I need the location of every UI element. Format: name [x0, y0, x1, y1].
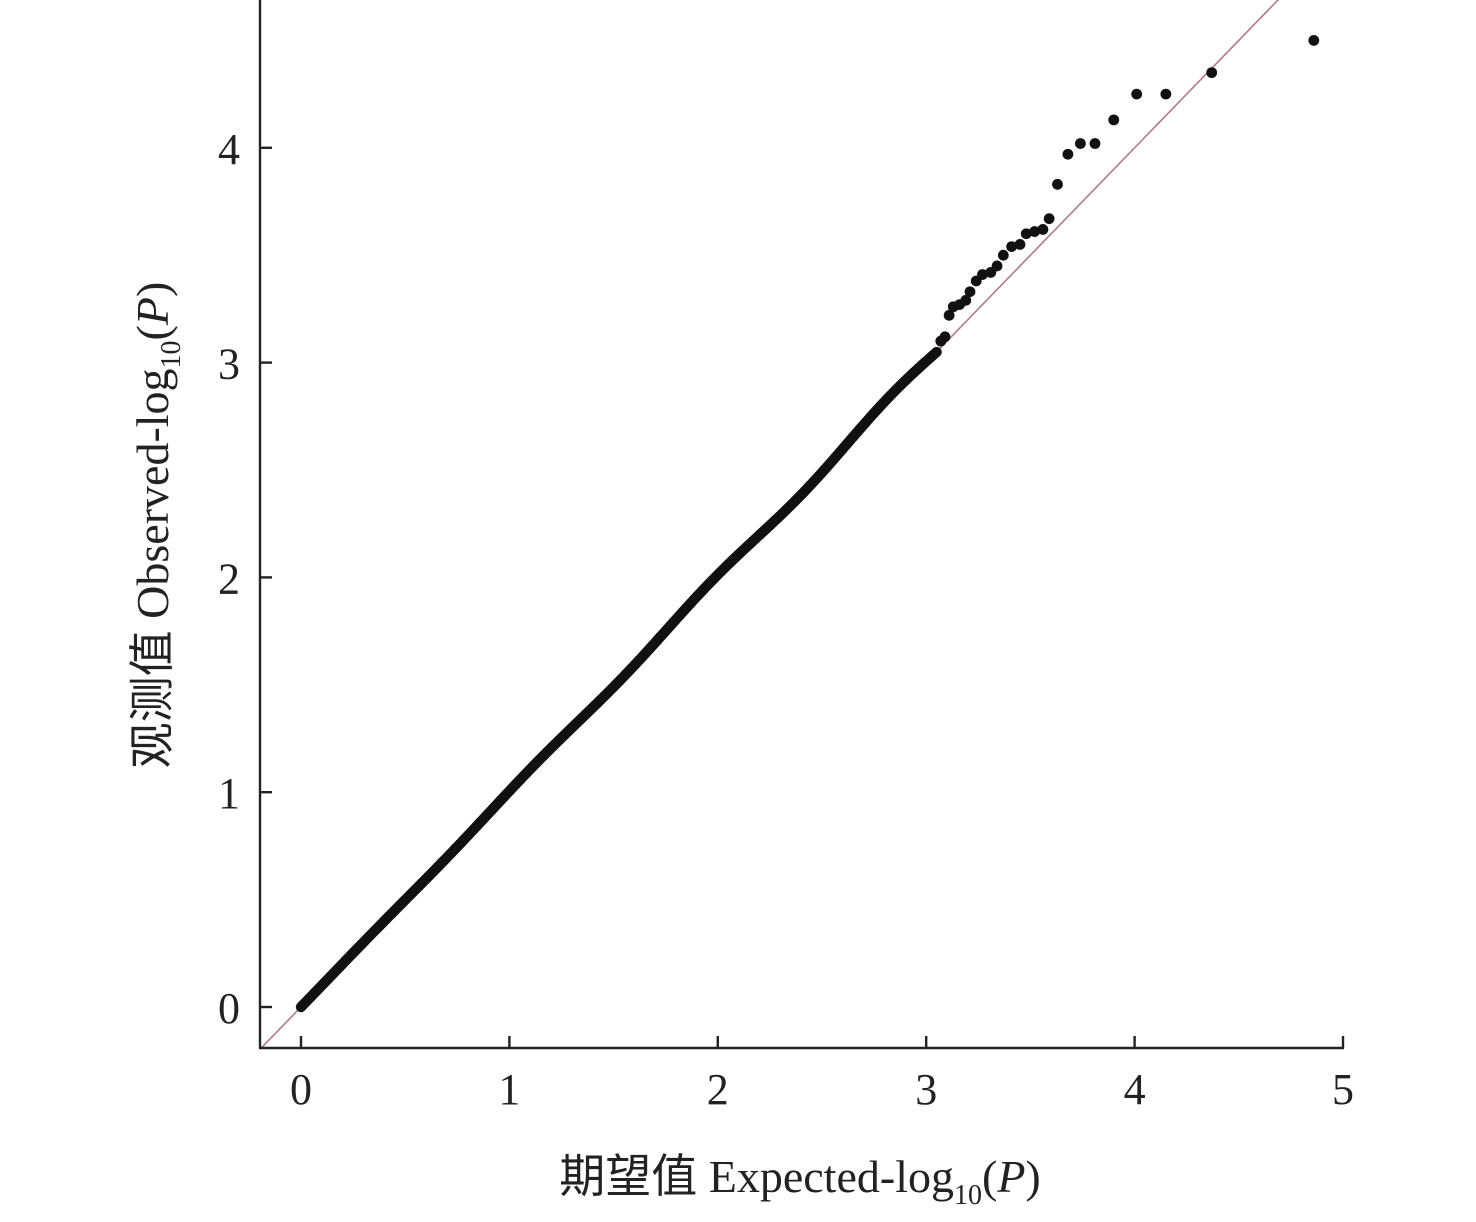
data-point	[1131, 88, 1143, 100]
data-point	[943, 309, 955, 321]
reference-line-layer	[260, 0, 1280, 1048]
data-point	[991, 260, 1003, 272]
y-tick-label: 1	[218, 769, 240, 818]
y-tick-label: 4	[218, 125, 240, 174]
x-tick-label: 5	[1332, 1065, 1354, 1114]
axes-layer: 0 1 2 3 4 5 0 1 2 3 4	[218, 0, 1354, 1114]
data-point	[1160, 88, 1172, 100]
data-point	[1108, 114, 1120, 126]
data-point	[1062, 148, 1074, 160]
data-point	[1075, 138, 1086, 149]
reference-line	[260, 0, 1280, 1048]
x-axis-title: 期望值 Expected-log10(P)	[559, 1151, 1041, 1211]
data-point	[1206, 67, 1218, 79]
y-axis-title-subscript: 10	[156, 340, 187, 368]
data-point	[1029, 226, 1040, 237]
data-point	[931, 346, 942, 358]
points-layer	[295, 35, 1320, 1013]
x-tick-label: 3	[915, 1065, 937, 1114]
x-axis-title-text: 期望值 Expected-log	[559, 1151, 954, 1202]
x-tick-label: 0	[290, 1065, 312, 1114]
y-axis-title-text: 观测值 Observed-log	[127, 368, 178, 768]
data-point	[939, 331, 951, 343]
x-axis-title-close: )	[1025, 1151, 1040, 1202]
x-tick-label: 2	[707, 1065, 729, 1114]
data-point	[964, 286, 976, 298]
y-axis-title-variable: P	[127, 297, 178, 326]
y-axis-title-close: )	[127, 282, 178, 297]
data-point	[1014, 239, 1026, 250]
data-point	[1089, 138, 1101, 149]
data-point	[1020, 228, 1032, 240]
x-tick-label: 4	[1124, 1065, 1146, 1114]
y-axis-title: 观测值 Observed-log10(P)	[127, 282, 187, 769]
y-tick-label: 2	[218, 554, 240, 603]
data-point	[1006, 241, 1018, 253]
data-point	[977, 269, 988, 280]
x-axis-title-variable: P	[996, 1151, 1025, 1202]
data-point	[997, 249, 1009, 261]
data-point	[1308, 35, 1320, 46]
data-point	[1037, 224, 1049, 235]
data-point	[960, 294, 972, 306]
x-tick-label: 1	[498, 1065, 520, 1114]
x-axis-title-open: (	[982, 1151, 997, 1202]
y-tick-label: 3	[218, 340, 240, 389]
y-axis-title-open: (	[127, 325, 178, 340]
data-point	[1052, 178, 1063, 190]
x-axis-title-subscript: 10	[954, 1180, 982, 1211]
y-tick-label: 0	[218, 984, 240, 1033]
data-point	[1043, 213, 1055, 225]
